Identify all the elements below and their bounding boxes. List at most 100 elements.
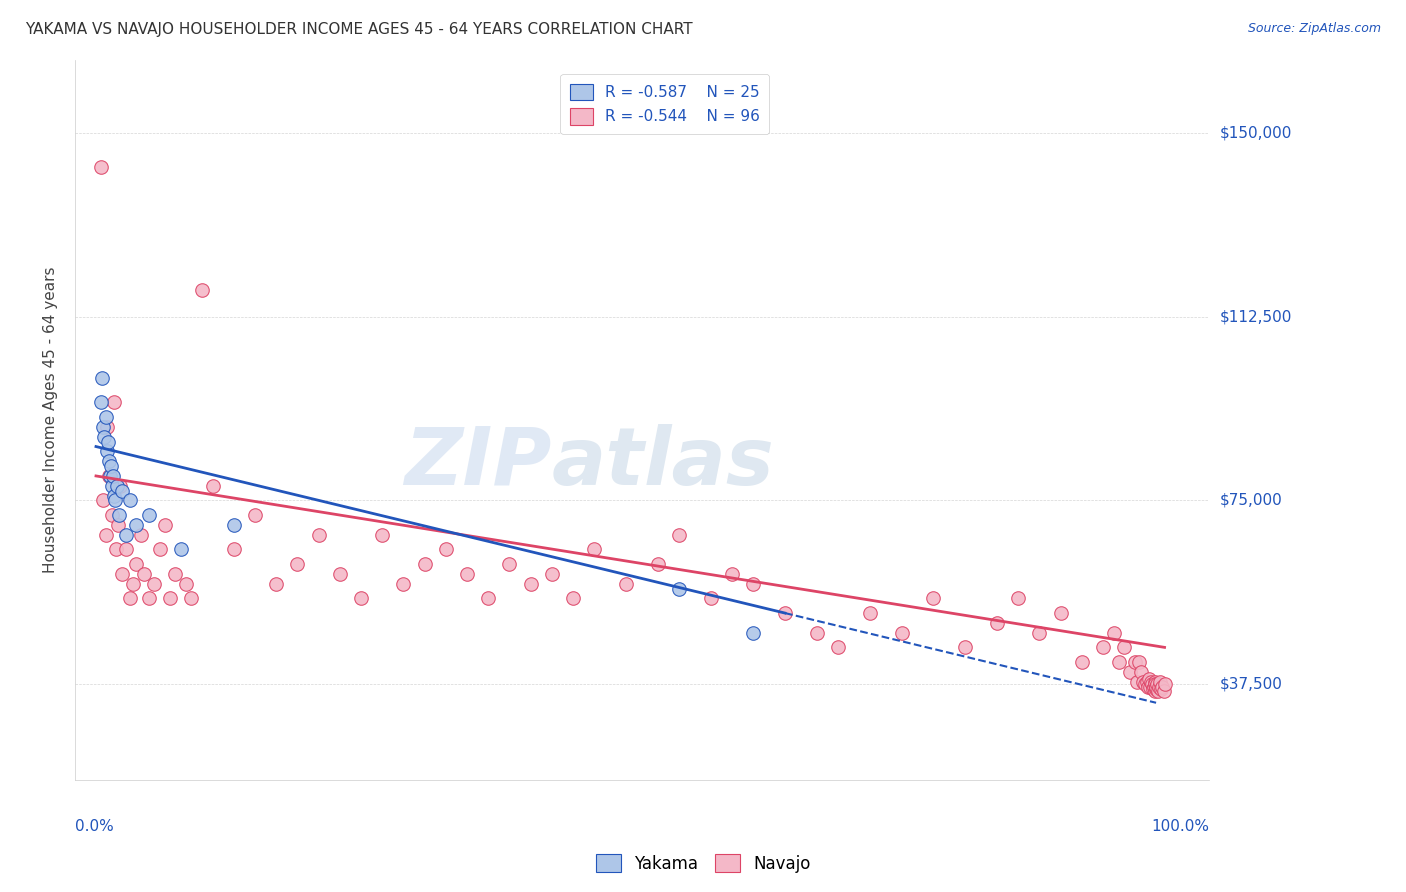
Text: 100.0%: 100.0% <box>1152 819 1209 834</box>
Point <box>371 527 394 541</box>
Point <box>1135 674 1157 689</box>
Point <box>614 576 637 591</box>
Text: ZIP: ZIP <box>404 424 551 502</box>
Point <box>108 508 131 522</box>
Point <box>583 542 606 557</box>
Point <box>1144 680 1167 694</box>
Point <box>110 479 132 493</box>
Text: $112,500: $112,500 <box>1220 310 1292 325</box>
Point <box>1149 680 1171 694</box>
Point <box>1147 684 1170 698</box>
Point <box>1146 677 1168 691</box>
Point <box>477 591 499 606</box>
Point <box>859 606 882 620</box>
Point <box>827 640 849 655</box>
Point <box>1150 681 1173 696</box>
Point <box>1153 684 1175 698</box>
Point <box>1114 640 1136 655</box>
Point <box>498 557 520 571</box>
Point <box>201 479 224 493</box>
Point <box>165 566 187 581</box>
Point <box>721 566 744 581</box>
Point <box>1130 665 1153 679</box>
Point <box>105 542 128 557</box>
Point <box>287 557 309 571</box>
Point <box>1143 680 1166 694</box>
Point <box>519 576 541 591</box>
Point <box>1152 680 1174 694</box>
Point <box>97 454 120 468</box>
Point <box>700 591 723 606</box>
Point <box>1137 672 1160 686</box>
Point <box>434 542 457 557</box>
Point <box>1128 655 1150 669</box>
Point <box>191 283 214 297</box>
Point <box>922 591 945 606</box>
Point <box>100 459 122 474</box>
Point <box>153 517 176 532</box>
Point <box>1070 655 1092 669</box>
Point <box>1132 674 1154 689</box>
Text: Source: ZipAtlas.com: Source: ZipAtlas.com <box>1247 22 1381 36</box>
Point <box>773 606 796 620</box>
Point <box>114 527 136 541</box>
Point <box>101 469 124 483</box>
Point <box>1126 674 1149 689</box>
Text: 0.0%: 0.0% <box>75 819 114 834</box>
Point <box>97 434 120 449</box>
Point <box>129 527 152 541</box>
Point <box>456 566 478 581</box>
Y-axis label: Householder Income Ages 45 - 64 years: Householder Income Ages 45 - 64 years <box>44 267 58 573</box>
Legend: R = -0.587    N = 25, R = -0.544    N = 96: R = -0.587 N = 25, R = -0.544 N = 96 <box>561 74 769 134</box>
Point <box>107 517 129 532</box>
Point <box>1139 674 1161 689</box>
Point <box>742 576 765 591</box>
Text: atlas: atlas <box>551 424 773 502</box>
Point <box>101 508 124 522</box>
Point <box>668 582 690 596</box>
Point <box>91 371 114 385</box>
Point <box>1142 681 1164 696</box>
Point <box>174 576 197 591</box>
Text: YAKAMA VS NAVAJO HOUSEHOLDER INCOME AGES 45 - 64 YEARS CORRELATION CHART: YAKAMA VS NAVAJO HOUSEHOLDER INCOME AGES… <box>25 22 693 37</box>
Point <box>138 591 160 606</box>
Point <box>105 479 128 493</box>
Point <box>98 469 121 483</box>
Point <box>101 479 124 493</box>
Point <box>138 508 160 522</box>
Point <box>94 410 117 425</box>
Point <box>1049 606 1071 620</box>
Point <box>94 527 117 541</box>
Point <box>93 430 115 444</box>
Point <box>647 557 669 571</box>
Point <box>1123 655 1146 669</box>
Text: $150,000: $150,000 <box>1220 126 1292 141</box>
Point <box>308 527 330 541</box>
Point <box>143 576 166 591</box>
Point <box>111 483 134 498</box>
Point <box>1144 684 1167 698</box>
Point <box>90 395 112 409</box>
Point <box>1144 680 1167 694</box>
Point <box>1144 681 1167 696</box>
Point <box>90 161 112 175</box>
Point <box>890 625 912 640</box>
Point <box>118 493 141 508</box>
Point <box>1092 640 1115 655</box>
Point <box>149 542 172 557</box>
Point <box>111 566 134 581</box>
Point <box>562 591 585 606</box>
Point <box>222 542 245 557</box>
Point <box>1028 625 1050 640</box>
Point <box>97 469 120 483</box>
Point <box>1149 674 1171 689</box>
Point <box>1118 665 1140 679</box>
Point <box>114 542 136 557</box>
Point <box>122 576 145 591</box>
Point <box>329 566 352 581</box>
Point <box>159 591 181 606</box>
Point <box>104 493 127 508</box>
Point <box>170 542 193 557</box>
Point <box>125 517 148 532</box>
Point <box>1007 591 1029 606</box>
